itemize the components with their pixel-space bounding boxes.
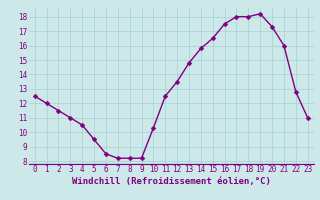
- X-axis label: Windchill (Refroidissement éolien,°C): Windchill (Refroidissement éolien,°C): [72, 177, 271, 186]
